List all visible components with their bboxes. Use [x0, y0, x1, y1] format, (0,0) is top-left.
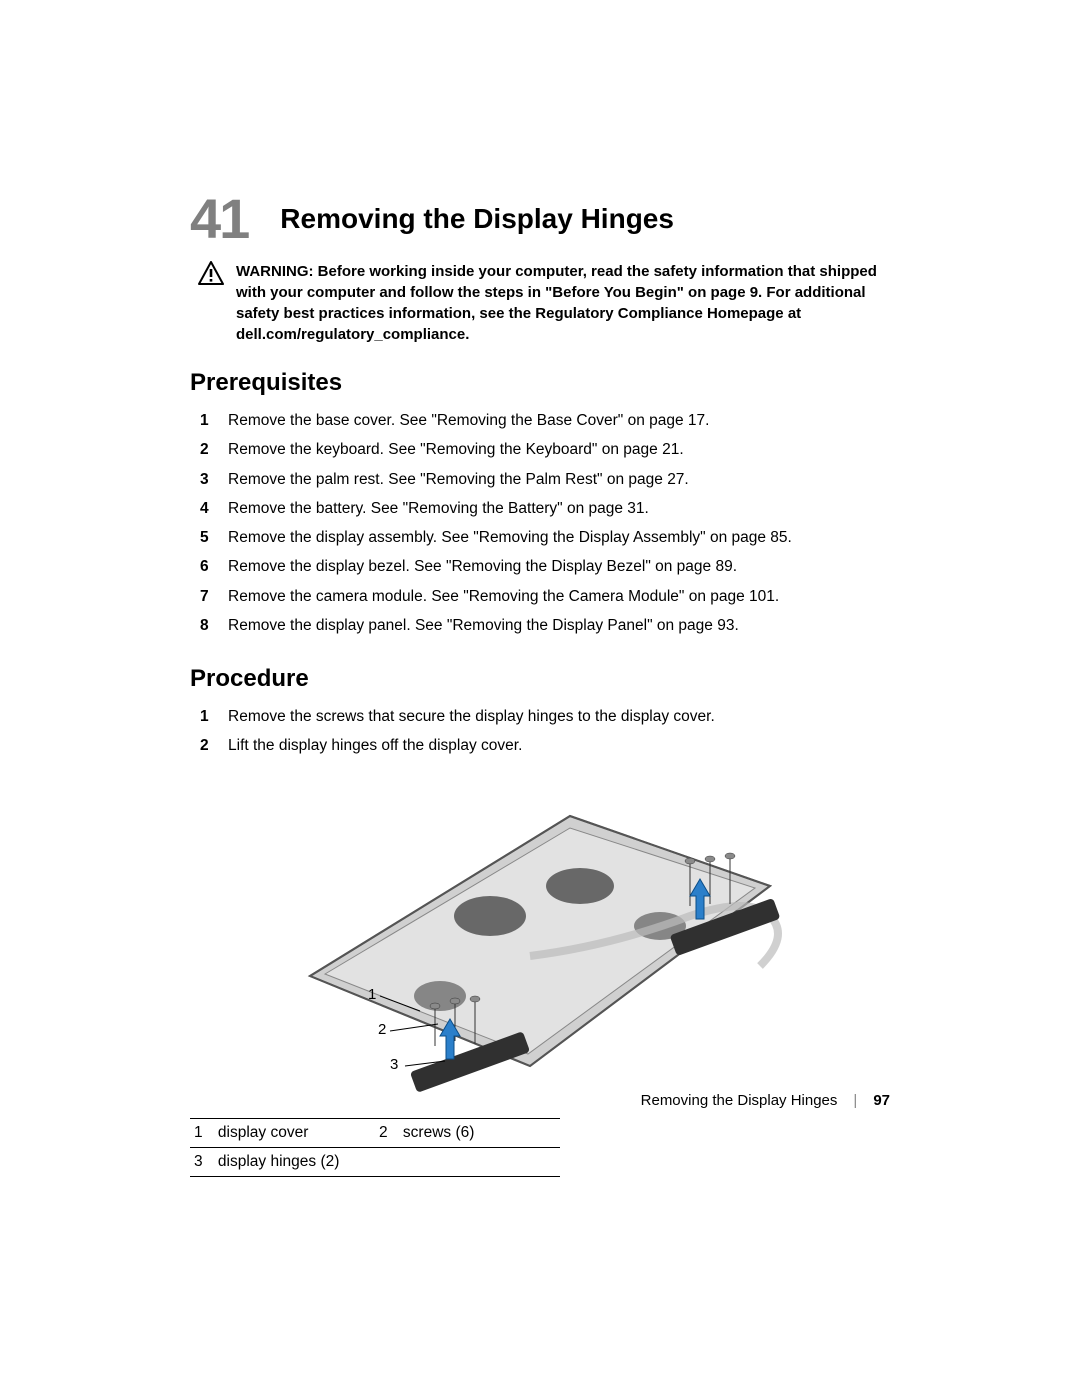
list-item: Remove the camera module. See "Removing …	[190, 585, 905, 608]
table-row: 1 display cover 2 screws (6)	[190, 1118, 560, 1147]
list-item: Remove the display bezel. See "Removing …	[190, 555, 905, 578]
list-item: Remove the battery. See "Removing the Ba…	[190, 497, 905, 520]
warning-icon	[198, 261, 224, 290]
warning-body: Before working inside your computer, rea…	[236, 263, 877, 343]
list-item: Remove the display panel. See "Removing …	[190, 614, 905, 637]
list-item: Remove the display assembly. See "Removi…	[190, 526, 905, 549]
procedure-list: Remove the screws that secure the displa…	[190, 705, 905, 758]
legend-num: 3	[190, 1147, 214, 1176]
table-row: 3 display hinges (2)	[190, 1147, 560, 1176]
footer-divider: |	[853, 1092, 857, 1109]
warning-block: WARNING: Before working inside your comp…	[198, 261, 905, 345]
prerequisites-list: Remove the base cover. See "Removing the…	[190, 409, 905, 637]
list-item: Lift the display hinges off the display …	[190, 734, 905, 757]
legend-table: 1 display cover 2 screws (6) 3 display h…	[190, 1118, 560, 1177]
diagram-area: 1 2 3	[190, 786, 905, 1106]
warning-text: WARNING: Before working inside your comp…	[236, 261, 905, 345]
footer-section-title: Removing the Display Hinges	[641, 1092, 838, 1109]
list-item: Remove the screws that secure the displa…	[190, 705, 905, 728]
diagram-callout-2: 2	[378, 1021, 386, 1038]
legend-num: 2	[375, 1118, 399, 1147]
page-footer: Removing the Display Hinges | 97	[641, 1092, 890, 1109]
legend-label	[399, 1147, 560, 1176]
display-cover-illustration	[270, 806, 800, 1106]
list-item: Remove the base cover. See "Removing the…	[190, 409, 905, 432]
chapter-title: Removing the Display Hinges	[280, 203, 674, 235]
legend-label: screws (6)	[399, 1118, 560, 1147]
legend-label: display hinges (2)	[214, 1147, 375, 1176]
page-number: 97	[873, 1092, 890, 1109]
diagram-callout-3: 3	[390, 1056, 398, 1073]
list-item: Remove the keyboard. See "Removing the K…	[190, 438, 905, 461]
warning-label: WARNING:	[236, 263, 314, 280]
legend-label: display cover	[214, 1118, 375, 1147]
list-item: Remove the palm rest. See "Removing the …	[190, 468, 905, 491]
legend-num	[375, 1147, 399, 1176]
procedure-heading: Procedure	[190, 665, 905, 693]
prerequisites-heading: Prerequisites	[190, 369, 905, 397]
legend-num: 1	[190, 1118, 214, 1147]
diagram-callout-1: 1	[368, 986, 376, 1003]
chapter-number: 41	[190, 186, 248, 251]
